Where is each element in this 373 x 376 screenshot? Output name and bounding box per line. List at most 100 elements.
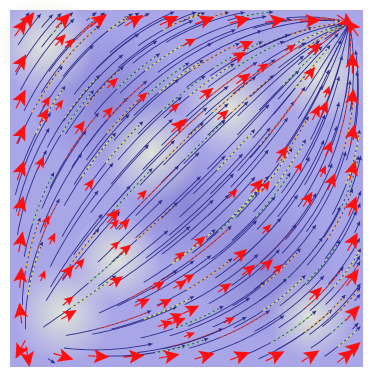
streamline-highlight — [31, 65, 64, 113]
streamline-arrowhead — [357, 155, 362, 161]
streamline-arrowhead — [356, 255, 360, 261]
streamline — [161, 85, 229, 146]
streamline-arrowhead — [82, 130, 87, 136]
streamline-arrowhead — [172, 306, 177, 311]
vector-arrow — [336, 12, 355, 27]
streamline-highlight — [136, 201, 179, 241]
streamline-arrowhead — [185, 226, 190, 231]
vector-arrow — [110, 241, 120, 251]
streamline-arrowhead — [148, 342, 153, 347]
streamline-arrowhead — [134, 12, 140, 17]
streamline — [92, 306, 177, 335]
streamline-arrowhead — [265, 310, 270, 315]
vector-arrow — [236, 41, 254, 53]
vector-arrow — [54, 12, 71, 29]
streamline — [191, 176, 256, 241]
streamline-highlight — [262, 274, 306, 311]
streamline-arrowhead — [191, 11, 197, 16]
streamline-highlight — [212, 11, 230, 18]
streamline-highlight — [32, 172, 55, 224]
vector-arrow — [15, 339, 29, 359]
streamline-arrowhead — [194, 152, 200, 157]
streamline-highlight — [155, 337, 209, 354]
streamline-arrowhead — [341, 294, 346, 300]
streamline-arrowhead — [188, 20, 194, 24]
streamline — [145, 199, 214, 259]
streamline-highlight — [36, 198, 60, 250]
streamline-highlight — [171, 228, 216, 265]
streamline-highlight — [211, 61, 258, 95]
streamline-arrowhead — [312, 193, 317, 198]
vector-arrow — [307, 42, 322, 56]
vector-arrow — [344, 342, 361, 358]
streamline-highlight — [294, 44, 331, 89]
vector-arrow — [20, 346, 34, 368]
streamline-arrowhead — [177, 96, 182, 101]
streamline-highlight — [88, 246, 131, 284]
streamline-arrowhead — [333, 126, 338, 131]
streamline-arrowhead — [243, 101, 249, 106]
streamline-arrowhead — [356, 203, 361, 208]
streamline-arrowhead — [357, 129, 361, 134]
streamline-arrowhead — [264, 176, 269, 181]
streamline-arrowhead — [253, 191, 258, 197]
vector-arrow — [344, 196, 358, 216]
streamline-highlight — [191, 42, 240, 71]
streamline-arrowhead — [201, 12, 206, 16]
streamline-arrowhead — [260, 281, 265, 286]
streamline-arrowhead — [223, 86, 229, 91]
streamline-arrowhead — [45, 128, 50, 133]
vector-arrow — [54, 99, 64, 111]
streamline-arrowhead — [55, 198, 60, 204]
vector-arrow — [235, 73, 251, 86]
streamline-arrowhead — [95, 228, 100, 233]
streamline-arrowhead — [48, 14, 53, 19]
streamline-highlight — [258, 147, 293, 193]
streamline-arrowhead — [235, 43, 240, 47]
streamline — [256, 156, 310, 230]
vector-arrow — [345, 88, 359, 110]
streamline-arrowhead — [265, 104, 270, 109]
vector-arrow — [303, 66, 316, 81]
streamline-arrowhead — [262, 15, 267, 19]
streamline-highlight — [340, 155, 360, 209]
streamline — [20, 18, 75, 91]
streamline — [209, 127, 271, 195]
streamline-arrowhead — [325, 69, 330, 75]
vector-arrow — [157, 320, 173, 331]
streamline — [230, 117, 289, 188]
vector-arrow — [12, 195, 27, 217]
streamline-highlight — [271, 86, 306, 132]
streamline-arrowhead — [128, 13, 133, 18]
streamline-highlight — [278, 116, 310, 164]
streamline-arrowhead — [146, 310, 152, 315]
streamline-arrowhead — [286, 172, 291, 178]
streamline — [163, 316, 247, 350]
streamline-highlight — [305, 266, 344, 308]
vector-arrow — [124, 15, 144, 29]
streamline — [14, 112, 52, 195]
vector-arrow — [194, 350, 215, 365]
streamline-highlight — [114, 167, 153, 210]
vector-arrow — [345, 52, 360, 74]
streamline-arrowhead — [302, 139, 306, 144]
streamline — [183, 101, 249, 165]
streamline-arrowhead — [356, 326, 361, 331]
streamline-arrowhead — [144, 144, 149, 150]
streamline — [277, 33, 339, 100]
streamline-arrowhead — [211, 229, 216, 234]
streamline-highlight — [35, 85, 66, 134]
vector-arrow — [183, 38, 196, 48]
streamline — [179, 153, 244, 218]
vector-arrow — [118, 244, 132, 256]
streamline — [226, 20, 312, 46]
streamline-arrowhead — [328, 163, 333, 168]
streamline-highlight — [188, 225, 232, 262]
streamline-arrowhead — [251, 177, 256, 182]
vector-arrow — [309, 104, 320, 121]
streamline-arrowhead — [109, 163, 114, 168]
streamline-arrowhead — [50, 172, 55, 177]
streamline — [41, 130, 87, 209]
streamline-highlight — [255, 172, 291, 217]
